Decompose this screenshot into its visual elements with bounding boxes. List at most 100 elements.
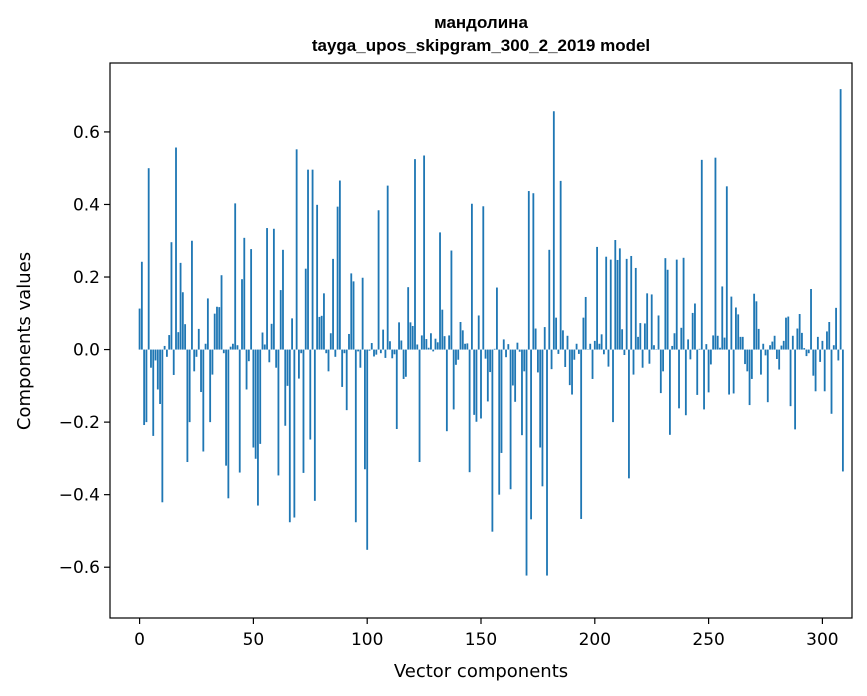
bar-221 [641,349,644,368]
bar-297 [814,349,817,392]
bar-13 [168,335,171,350]
bar-87 [336,206,339,350]
bar-12 [165,349,168,357]
bar-245 [696,349,699,395]
bar-29 [204,343,207,350]
x-tick-label: 200 [579,630,611,650]
bar-112 [393,349,396,355]
bar-34 [216,306,218,350]
bar-80 [320,315,323,350]
bar-231 [664,258,667,350]
bar-68 [293,349,296,518]
bar-220 [639,323,642,350]
bar-44 [238,349,241,473]
y-axis-label: Components values [14,252,35,430]
bar-285 [787,316,790,350]
bar-118 [407,287,410,350]
bar-178 [543,327,546,350]
x-axis-ticks: 0 50 100 150 200 250 300 [134,618,839,650]
bar-224 [648,349,651,364]
bar-92 [348,333,350,350]
bar-205 [605,256,608,350]
bar-55 [263,344,266,350]
bar-20 [184,324,187,350]
bar-16 [175,147,177,350]
bar-23 [191,240,193,350]
bar-276 [766,349,769,403]
bar-99 [364,349,366,470]
bar-86 [334,349,337,357]
bar-307 [837,349,840,361]
bar-139 [455,349,457,365]
bar-223 [646,293,649,350]
bar-135 [445,349,448,432]
bar-121 [414,159,416,350]
bar-33 [213,313,216,350]
bar-70 [298,349,300,379]
bar-300 [821,340,824,350]
bar-8 [156,349,159,390]
bar-222 [643,323,646,350]
bar-284 [785,317,787,350]
bar-130 [434,338,437,350]
bar-194 [580,349,583,519]
bar-206 [607,349,610,367]
bar-58 [270,323,273,350]
bar-69 [295,149,298,350]
bar-283 [782,340,785,350]
bar-177 [541,349,544,487]
bar-309 [841,349,844,472]
bar-95 [354,349,357,523]
bar-274 [762,343,765,350]
bar-47 [245,349,248,390]
y-axis-ticks: −0.6 −0.4 −0.2 0.0 0.2 0.4 0.6 [59,123,110,578]
y-tick-label: −0.6 [59,558,100,578]
bar-236 [675,259,678,350]
bar-91 [345,349,348,411]
bar-50 [252,349,255,448]
bar-102 [370,343,373,350]
bar-2 [143,349,146,426]
bar-230 [662,349,664,372]
bar-43 [236,345,239,350]
bar-24 [193,349,196,372]
bar-116 [402,349,405,379]
bar-110 [389,341,391,350]
bar-299 [819,349,822,362]
bar-277 [769,345,771,350]
bar-179 [546,349,548,576]
bar-22 [188,349,191,423]
bar-72 [302,349,305,473]
bar-89 [341,349,344,387]
bar-239 [682,257,685,350]
bar-19 [181,292,184,350]
bar-260 [730,296,733,350]
bar-187 [564,349,567,367]
bar-163 [509,349,512,490]
y-tick-label: 0.4 [73,195,100,215]
bar-17 [177,332,180,350]
bar-180 [548,249,551,350]
bar-229 [659,349,662,394]
bar-218 [634,267,637,350]
bar-108 [384,349,387,358]
bar-298 [816,336,819,350]
bar-18 [179,262,182,350]
bar-261 [732,349,735,394]
bar-142 [461,330,464,350]
bar-232 [666,269,669,350]
bar-138 [452,349,455,410]
bar-256 [721,286,724,350]
bar-193 [577,349,580,354]
bar-119 [409,322,412,350]
bar-195 [582,317,585,350]
bar-207 [609,259,612,350]
bar-82 [325,349,328,354]
bar-31 [209,349,212,423]
bar-302 [826,331,828,350]
bar-204 [603,349,605,355]
bar-96 [357,349,359,352]
bar-77 [313,349,316,501]
bar-243 [691,312,694,350]
bar-172 [530,349,532,520]
